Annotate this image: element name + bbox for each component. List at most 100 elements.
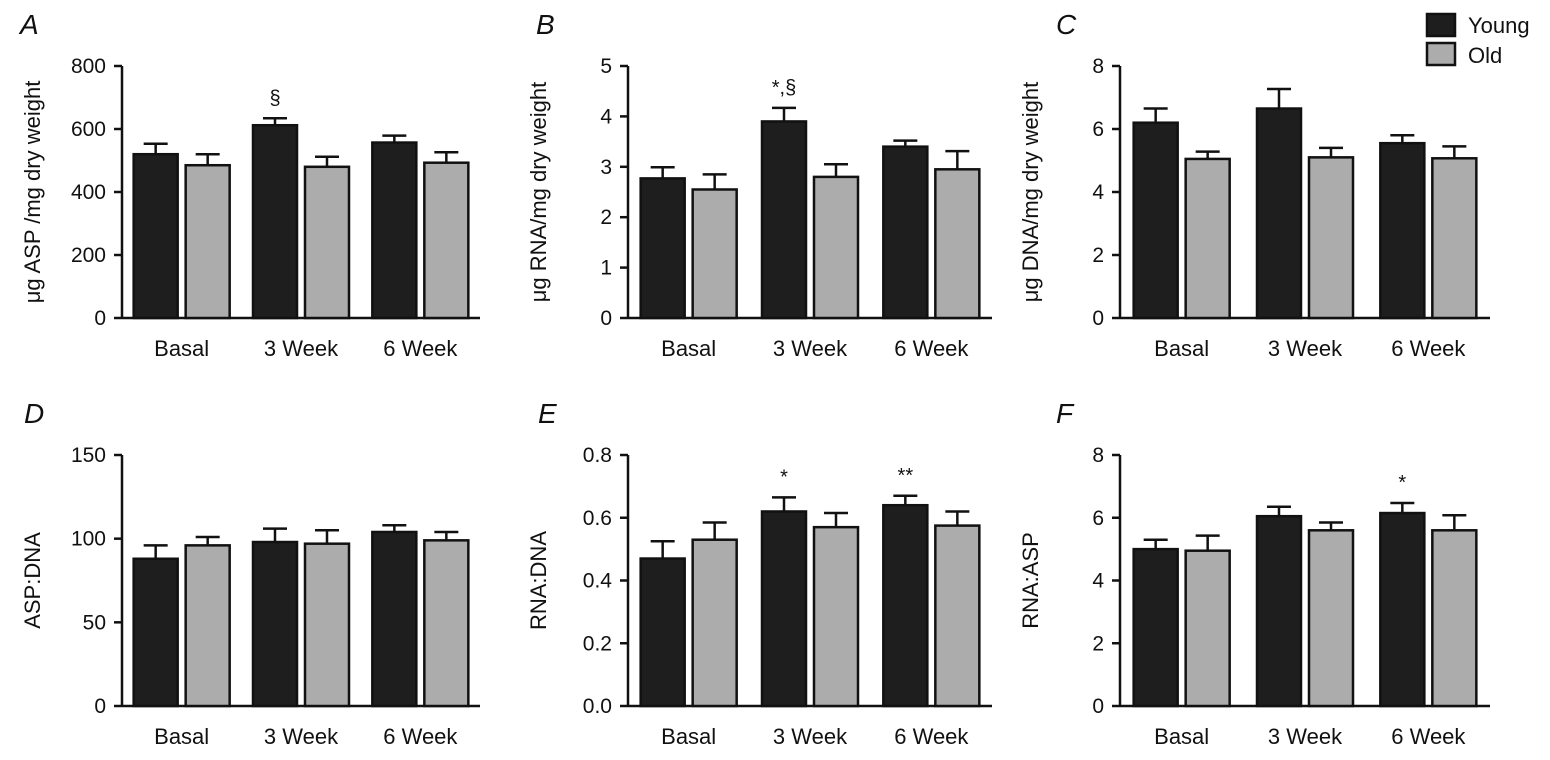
bar-old-basal — [184, 544, 231, 708]
y-axis-label: μg DNA/mg dry weight — [1018, 82, 1043, 303]
x-tick-label: 3 Week — [773, 724, 848, 749]
x-tick-label: Basal — [661, 336, 716, 361]
y-axis-label: μg RNA/mg dry weight — [526, 82, 551, 303]
panel-letter: E — [538, 398, 557, 429]
x-tick-label: 3 Week — [1268, 336, 1343, 361]
bar-old-3-week — [303, 165, 351, 320]
bar-old-6-week — [934, 524, 981, 708]
y-tick-label: 6 — [1092, 507, 1104, 530]
x-tick-label: 3 Week — [264, 336, 339, 361]
bar-old-6-week — [1431, 529, 1478, 708]
bar-young-basal — [639, 557, 686, 708]
y-tick-label: 0.8 — [583, 444, 612, 467]
y-tick-label: 0.4 — [583, 570, 613, 593]
significance-marker: * — [1398, 472, 1406, 494]
bar-young-3-week — [1255, 514, 1303, 708]
bar-old-6-week — [934, 168, 981, 320]
y-tick-label: 0 — [600, 307, 612, 330]
x-tick-label: Basal — [1154, 336, 1209, 361]
bar-old-3-week — [1307, 156, 1355, 320]
legend-swatch-old — [1425, 41, 1457, 67]
bar-young-3-week — [251, 540, 299, 708]
bar-old-3-week — [1307, 529, 1355, 708]
bar-young-basal — [132, 557, 179, 708]
bar-old-basal — [691, 188, 738, 320]
y-tick-label: 4 — [1092, 570, 1104, 593]
x-tick-label: Basal — [154, 336, 209, 361]
y-tick-label: 2 — [1092, 244, 1104, 267]
bar-young-6-week — [371, 141, 418, 320]
panel-d: D 0 50 100 150 ASP:DNA Basal 3 Week 6 Week — [20, 398, 480, 749]
y-tick-label: 50 — [83, 611, 106, 634]
y-tick-label: 150 — [71, 444, 106, 467]
bar-young-basal — [1132, 547, 1179, 708]
y-tick-label: 2 — [1092, 632, 1104, 655]
panels-group: A 0 200 4 0 0 600 800 μg ASP /mg dry weight Basal… — [18, 9, 1490, 749]
legend-label-young: Young — [1468, 13, 1530, 38]
y-axis-label: ASP:DNA — [20, 532, 45, 629]
y-tick-label: 0 — [94, 695, 106, 718]
x-tick-label: 6 Week — [894, 724, 969, 749]
y-tick-label: 5 — [600, 55, 612, 78]
y-tick-label: 0 — [94, 307, 106, 330]
x-tick-label: 6 Week — [1391, 336, 1466, 361]
bar-young-3-week — [1255, 107, 1303, 320]
y-tick-label: 200 — [71, 244, 106, 267]
x-tick-label: 6 Week — [1391, 724, 1466, 749]
y-tick-label: 4 — [1092, 181, 1104, 204]
bar-young-3-week — [760, 510, 808, 708]
panel-c: C 0 2 4 6 8 μg DNA/mg dry weight Basal 3 Week 6 W… — [1018, 9, 1490, 361]
panel-letter: C — [1056, 9, 1077, 40]
bar-old-basal — [1184, 157, 1231, 320]
panel-letter: B — [536, 9, 555, 40]
y-axis-label: RNA:ASP — [1018, 532, 1043, 629]
panel-letter: F — [1056, 398, 1075, 429]
significance-marker: *,§ — [772, 77, 796, 99]
y-tick-label: 8 — [1092, 444, 1104, 467]
panel-a: A 0 200 400 600 800 μg ASP /mg dry weight Basal… — [18, 9, 480, 361]
bar-old-basal — [691, 538, 738, 708]
y-tick-label: 100 — [71, 528, 106, 551]
y-tick-label: 800 — [71, 55, 106, 78]
panel-e: E 0.0 0.2 0.4 0.6 0.8 RNA:DNA Basal 3 Week 6 Week… — [526, 398, 992, 749]
bar-old-3-week — [303, 542, 351, 708]
y-tick-label: 8 — [1092, 55, 1104, 78]
bar-young-6-week — [1379, 511, 1426, 708]
panel-f: F 0 2 4 6 8 RNA:ASP Basal 3 Week 6 Week * — [1018, 398, 1490, 749]
y-tick-label: 0.6 — [583, 507, 612, 530]
panel-b: B 0 1 2 3 4 5 μg RNA/mg dry weight Basal 3 Week 6 … — [526, 9, 992, 361]
legend-label-old: Old — [1468, 43, 1502, 68]
bar-old-basal — [1184, 549, 1231, 708]
x-tick-label: 6 Week — [383, 724, 458, 749]
panel-letter: D — [24, 398, 44, 429]
y-axis-label: μg ASP /mg dry weight — [20, 81, 45, 304]
panel-letter: A — [18, 9, 39, 40]
y-tick-label: 0.0 — [583, 695, 612, 718]
legend: Young Old — [1425, 12, 1530, 68]
y-tick-label: 6 — [1092, 118, 1104, 141]
y-tick-label: 1 — [600, 257, 612, 280]
x-tick-label: Basal — [154, 724, 209, 749]
legend-swatch-young — [1425, 12, 1457, 38]
y-axis-label: RNA:DNA — [526, 531, 551, 630]
significance-marker: * — [780, 466, 788, 488]
bar-young-basal — [639, 177, 686, 320]
x-tick-label: 6 Week — [894, 336, 969, 361]
x-tick-label: 6 Week — [383, 336, 458, 361]
y-tick-label: 600 — [71, 118, 106, 141]
y-tick-label: 4 — [600, 105, 612, 128]
y-tick-label: 0.2 — [583, 632, 612, 655]
bar-young-6-week — [882, 503, 929, 708]
bar-old-3-week — [812, 175, 860, 320]
y-tick-label: 0 — [1092, 695, 1104, 718]
bar-young-basal — [132, 152, 179, 320]
bar-young-basal — [1132, 121, 1179, 320]
bar-old-basal — [184, 163, 231, 320]
y-tick-label: 2 — [600, 206, 612, 229]
bar-young-3-week — [760, 120, 808, 320]
y-tick-label: 3 — [600, 156, 612, 179]
significance-marker: ** — [898, 465, 914, 487]
bar-young-6-week — [371, 530, 418, 708]
bar-young-6-week — [882, 145, 929, 320]
